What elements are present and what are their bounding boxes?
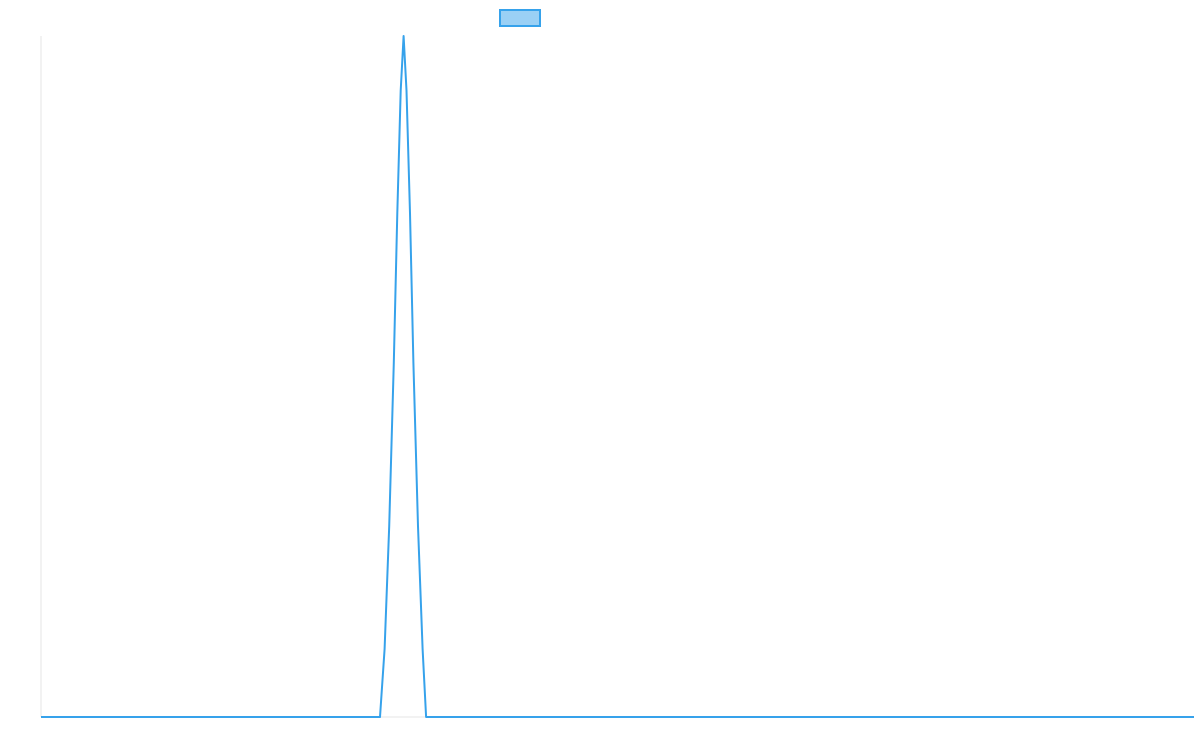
series-line-0 — [41, 35, 1194, 718]
series-layer — [41, 35, 1194, 718]
legend-swatch[interactable] — [499, 9, 541, 27]
legend[interactable] — [499, 9, 541, 27]
